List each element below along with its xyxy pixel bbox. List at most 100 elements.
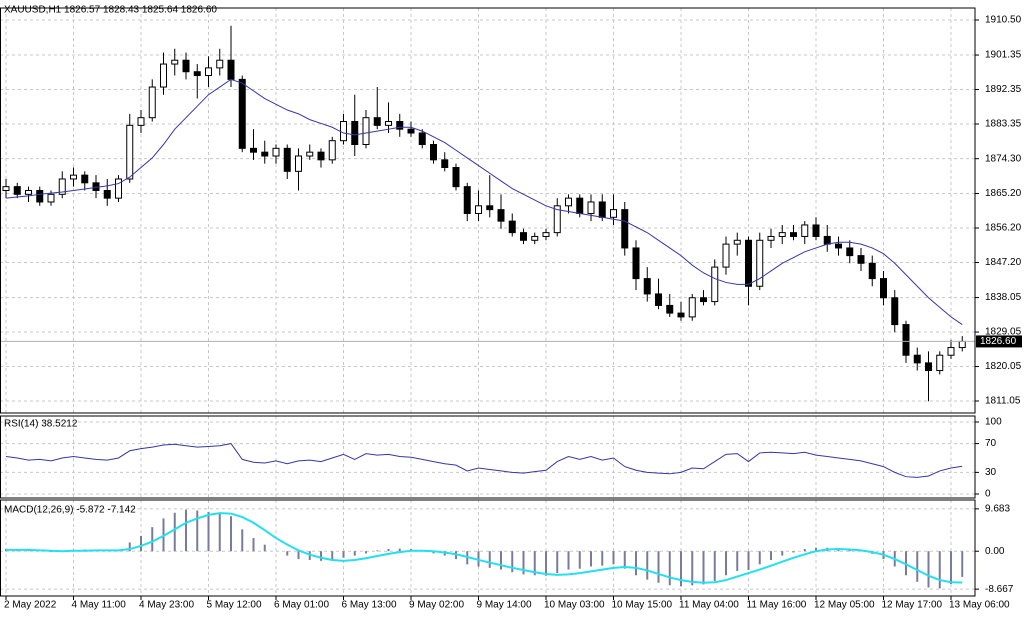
y-tick-label: 0.00: [985, 546, 1005, 557]
candle-body: [891, 297, 899, 326]
candle-body: [655, 293, 662, 306]
candle-body: [160, 63, 167, 88]
candle-body: [295, 155, 302, 172]
candle-body: [103, 189, 111, 199]
candle-body: [913, 354, 921, 364]
candle-body: [553, 205, 561, 234]
candle-body: [272, 147, 280, 157]
y-tick-label: 0: [985, 489, 991, 500]
candle-body: [126, 124, 134, 180]
candle-body: [857, 255, 865, 264]
candle-body: [733, 239, 741, 245]
y-tick-label: 1838.05: [985, 292, 1022, 303]
candle-body: [193, 71, 201, 77]
x-tick-label: 4 May 11:00: [72, 600, 127, 611]
x-tick-label: 11 May 04:00: [679, 600, 739, 611]
candle-body: [250, 147, 257, 153]
current-price-box: [976, 335, 1022, 348]
candle-body: [902, 324, 910, 356]
candle-body: [216, 59, 224, 69]
candle-body: [666, 304, 674, 314]
candle-body: [677, 312, 685, 318]
candle-body: [25, 189, 32, 195]
x-tick-label: 11 May 16:00: [747, 600, 807, 611]
candle-body: [711, 266, 719, 303]
candle-body: [497, 209, 505, 222]
candle-body: [835, 243, 842, 249]
candle-body: [925, 362, 932, 372]
candle-body: [340, 121, 347, 142]
x-tick-label: 12 May 17:00: [882, 600, 943, 611]
y-tick-label: 1901.35: [985, 50, 1022, 61]
current-price-label: 1826.60: [980, 336, 1017, 347]
candle-body: [621, 209, 629, 249]
x-tick-label: 13 May 06:00: [949, 600, 1010, 611]
candle-body: [351, 121, 359, 146]
y-tick-label: 1856.20: [985, 223, 1022, 234]
candle-body: [385, 121, 392, 126]
candle-body: [306, 151, 314, 157]
candle-body: [610, 209, 617, 218]
macd-title: MACD(12,26,9) -5.872 -7.142: [4, 505, 136, 516]
candle-body: [958, 340, 966, 349]
y-tick-label: 100: [985, 417, 1002, 428]
x-tick-label: 4 May 23:00: [139, 600, 194, 611]
candle-body: [947, 347, 955, 356]
candle-body: [238, 78, 246, 149]
candle-body: [475, 205, 482, 214]
candle-body: [688, 297, 696, 318]
candle-body: [115, 178, 122, 199]
candle-body: [441, 159, 449, 168]
candle-body: [823, 235, 831, 245]
candle-body: [745, 239, 752, 287]
y-tick-label: 1892.35: [985, 84, 1022, 95]
candle-body: [632, 247, 640, 280]
x-tick-label: 10 May 15:00: [612, 600, 673, 611]
candle-body: [317, 151, 325, 161]
candle-body: [486, 205, 494, 211]
panel-frame: [0, 415, 976, 499]
candle-body: [756, 239, 764, 287]
x-tick-label: 6 May 01:00: [274, 600, 329, 611]
panel-frame: [0, 499, 976, 597]
x-tick-label: 9 May 14:00: [477, 600, 532, 611]
candle-body: [801, 224, 809, 237]
x-tick-label: 2 May 2022: [4, 600, 57, 611]
candle-body: [722, 243, 730, 268]
x-tick-label: 10 May 03:00: [544, 600, 605, 611]
rsi-title: RSI(14) 38.5212: [4, 419, 78, 430]
candle-body: [328, 140, 336, 161]
candle-body: [396, 121, 404, 130]
candle-body: [576, 197, 584, 214]
candle-body: [430, 144, 437, 161]
y-tick-label: 9.683: [985, 504, 1010, 515]
y-tick-label: 1883.35: [985, 119, 1022, 130]
x-tick-label: 6 May 13:00: [342, 600, 397, 611]
candle-body: [283, 147, 291, 172]
candle-body: [70, 174, 77, 180]
candle-body: [227, 59, 235, 80]
candle-body: [261, 151, 269, 157]
candle-body: [418, 132, 426, 146]
y-tick-label: 1874.30: [985, 153, 1022, 164]
y-tick-label: 1865.20: [985, 188, 1022, 199]
candle-body: [182, 59, 190, 73]
candle-body: [936, 354, 944, 372]
candle-body: [47, 193, 55, 203]
candle-body: [880, 278, 887, 299]
candle-body: [531, 235, 539, 241]
candle-body: [407, 128, 415, 134]
candle-body: [846, 247, 854, 257]
x-tick-label: 9 May 02:00: [409, 600, 464, 611]
y-tick-label: 1820.05: [985, 361, 1022, 372]
candle-body: [812, 224, 820, 237]
y-tick-label: 1910.50: [985, 15, 1022, 26]
candle-body: [598, 201, 606, 218]
candle-body: [452, 166, 460, 188]
y-tick-label: 30: [985, 467, 997, 478]
candle-body: [643, 278, 651, 295]
x-tick-label: 5 May 12:00: [207, 600, 262, 611]
candle-body: [542, 232, 550, 237]
